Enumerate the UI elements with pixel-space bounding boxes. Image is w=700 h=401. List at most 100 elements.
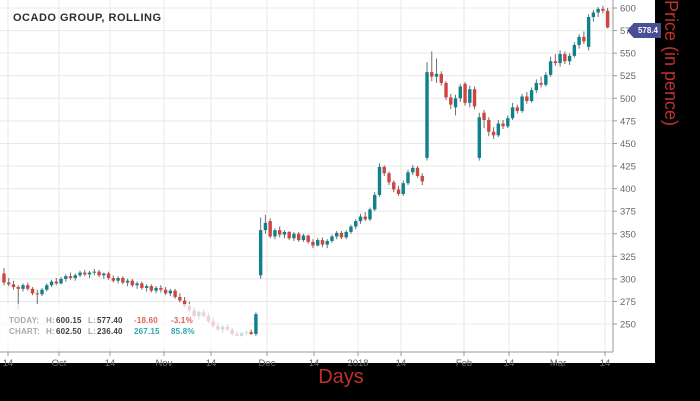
stats-panel: TODAY: H:600.15 L:577.40 -18.60 -3.1% CHART:… xyxy=(9,315,205,337)
today-high-value: 600.15 xyxy=(56,316,82,325)
y-tick-label: 275 xyxy=(620,297,636,308)
y-tick-label: 525 xyxy=(620,71,636,82)
candle-body-up xyxy=(567,55,572,62)
candle-body-up xyxy=(477,117,481,158)
y-tick-label: 250 xyxy=(620,320,636,331)
candle-body-down xyxy=(159,287,163,290)
candle-body-down xyxy=(415,167,420,176)
candle-body-down xyxy=(491,131,496,136)
candle-body-down xyxy=(163,289,168,294)
candle-body-down xyxy=(563,54,567,62)
chart-label: CHART: xyxy=(9,327,40,336)
candle-body-up xyxy=(45,285,49,290)
candle-body-up xyxy=(411,167,415,173)
candle-body-up xyxy=(558,54,562,64)
candle-body-up xyxy=(586,17,591,47)
chart-low-key: L: xyxy=(88,327,96,336)
candle-body-down xyxy=(26,285,30,289)
x-tick-label: Mar xyxy=(550,358,566,369)
candle-body-up xyxy=(87,272,92,275)
candle-body-up xyxy=(434,73,439,77)
candle-body-up xyxy=(315,240,320,246)
candle-body-up xyxy=(273,230,277,237)
candle-body-up xyxy=(368,209,372,220)
today-change: -18.60 xyxy=(134,316,158,325)
candle-body-up xyxy=(116,277,120,281)
candle-body-up xyxy=(506,118,510,127)
x-tick-label: Feb xyxy=(456,358,472,369)
candle-body-up xyxy=(78,272,82,276)
candle-body-up xyxy=(377,166,382,195)
candle-body-up xyxy=(282,231,287,235)
candle-body-down xyxy=(363,216,367,220)
candle-body-down xyxy=(525,96,529,102)
candle-body-down xyxy=(68,276,73,278)
candle-body-down xyxy=(420,175,424,182)
candle-body-up xyxy=(144,286,149,288)
chart-title: OCADO GROUP, ROLLING xyxy=(13,12,162,24)
candle-body-up xyxy=(596,8,600,13)
candle-body-down xyxy=(97,271,101,276)
y-tick-label: 325 xyxy=(620,252,636,263)
candle-body-up xyxy=(335,232,339,237)
x-tick-label: 14 xyxy=(105,358,116,369)
last-price-badge: 578.4 xyxy=(627,23,661,38)
x-axis-title: Days xyxy=(318,366,364,388)
y-tick-label: 350 xyxy=(620,229,636,240)
candle-body-down xyxy=(2,273,6,283)
stats-backdrop xyxy=(0,304,249,348)
candle-body-up xyxy=(92,271,97,273)
candle-body-down xyxy=(501,123,505,127)
plot-background xyxy=(0,0,655,363)
candle-body-up xyxy=(292,233,296,239)
x-tick-label: 14 xyxy=(3,358,14,369)
candle-body-down xyxy=(463,83,467,103)
candle-body-up xyxy=(59,278,63,284)
candle-body-down xyxy=(173,290,177,297)
candle-body-down xyxy=(605,10,610,28)
candle-body-up xyxy=(544,74,548,85)
x-tick-label: 14 xyxy=(206,358,217,369)
x-tick-label: 14 xyxy=(600,358,611,369)
candle-body-up xyxy=(548,61,553,75)
candle-body-down xyxy=(482,112,486,120)
today-low-key: L: xyxy=(88,316,96,325)
candle-body-down xyxy=(182,300,187,306)
candle-body-down xyxy=(140,283,144,288)
candle-body-up xyxy=(453,98,458,108)
candle-body-up xyxy=(301,235,306,241)
candle-body-up xyxy=(154,287,158,291)
candle-body-up xyxy=(102,273,106,276)
candle-body-up xyxy=(349,226,353,232)
y-tick-label: 475 xyxy=(620,116,636,127)
x-tick-label: Dec xyxy=(259,358,276,369)
candle-body-up xyxy=(263,222,268,231)
y-tick-label: 300 xyxy=(620,274,636,285)
candle-body-down xyxy=(111,277,116,281)
chart-high-value: 602.50 xyxy=(56,327,82,336)
candle-body-down xyxy=(515,107,520,111)
stats-row-chart: CHART: H:602.50 L:236.40 267.15 85.8% xyxy=(9,326,205,337)
candle-body-up xyxy=(135,283,139,286)
today-low-value: 577.40 xyxy=(97,316,123,325)
candle-body-up xyxy=(520,96,524,111)
chart-high-key: H: xyxy=(46,327,55,336)
candle-body-down xyxy=(430,72,434,77)
candle-body-down xyxy=(11,284,16,288)
chart-low-value: 236.40 xyxy=(97,327,123,336)
x-tick-label: Nov xyxy=(156,358,173,369)
candle-body-up xyxy=(21,285,25,289)
candle-body-up xyxy=(401,183,405,195)
x-tick-label: 14 xyxy=(309,358,320,369)
candle-body-up xyxy=(344,231,348,238)
candle-body-up xyxy=(572,45,577,56)
candle-body-down xyxy=(444,82,448,98)
candle-body-down xyxy=(449,97,453,105)
candle-body-down xyxy=(392,182,396,190)
x-tick-label: 14 xyxy=(396,358,407,369)
candle-body-up xyxy=(254,314,258,334)
candle-body-up xyxy=(40,289,44,295)
y-tick-label: 375 xyxy=(620,207,636,218)
